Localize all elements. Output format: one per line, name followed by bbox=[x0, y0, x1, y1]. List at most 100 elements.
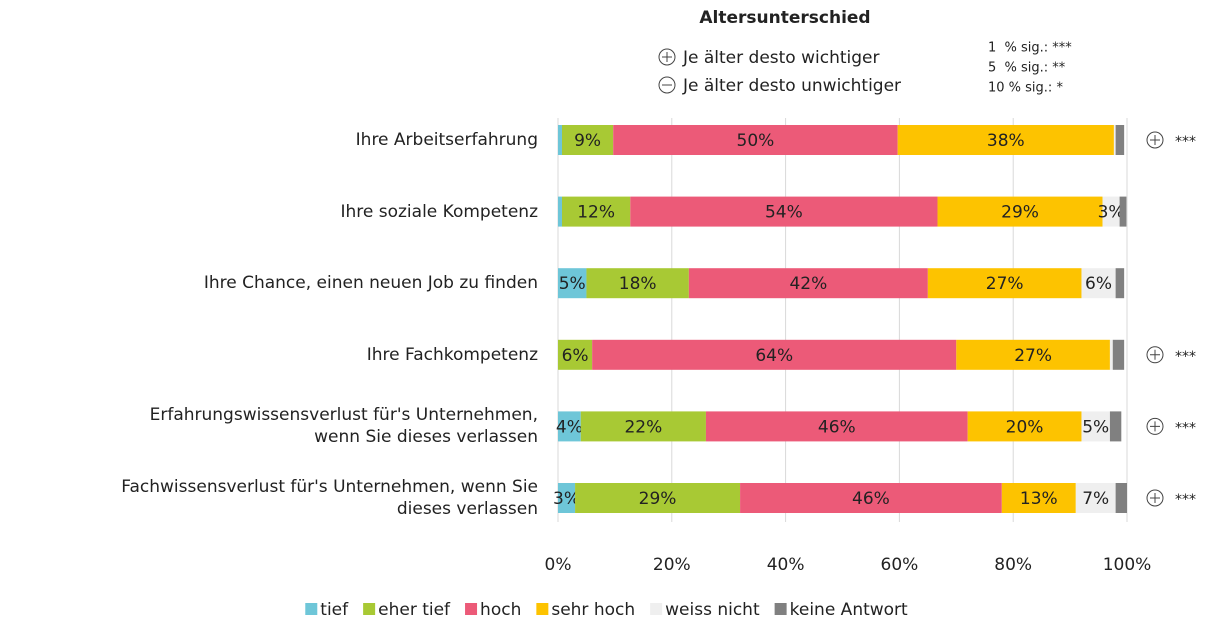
plus-legend: Je älter desto wichtiger bbox=[682, 48, 880, 68]
bar-segment bbox=[1112, 339, 1125, 370]
x-tick-label: 60% bbox=[881, 555, 919, 575]
bar-segment bbox=[558, 196, 562, 227]
bar-segment bbox=[558, 268, 587, 299]
significance-note: 1 % sig.: *** bbox=[988, 41, 1072, 56]
category-label: Erfahrungswissensverlust für's Unternehm… bbox=[149, 405, 538, 448]
value-label: 6% bbox=[1085, 274, 1112, 294]
minus-legend: Je älter desto unwichtiger bbox=[682, 76, 901, 96]
value-label: 27% bbox=[1014, 346, 1052, 366]
bar-segment bbox=[1075, 483, 1116, 513]
bar-segment bbox=[1001, 483, 1076, 513]
legend-label: weiss nicht bbox=[665, 600, 760, 620]
bar-segment bbox=[705, 411, 968, 442]
value-label: 9% bbox=[574, 131, 601, 151]
legend-swatch bbox=[774, 603, 787, 615]
x-tick-label: 0% bbox=[545, 555, 572, 575]
bar-segment bbox=[967, 411, 1082, 442]
bar-segment bbox=[575, 483, 741, 513]
value-label: 29% bbox=[639, 489, 677, 509]
bar-segment bbox=[558, 339, 593, 370]
legend-swatch bbox=[363, 603, 376, 615]
bar-segment bbox=[937, 196, 1103, 227]
legend-label: hoch bbox=[480, 600, 521, 620]
x-tick-label: 100% bbox=[1103, 555, 1152, 575]
bar-segment bbox=[1109, 339, 1113, 370]
plus-icon bbox=[1146, 131, 1164, 149]
bar-segment bbox=[558, 483, 576, 513]
bar-segment bbox=[1109, 411, 1122, 442]
bar-segment bbox=[561, 196, 631, 227]
bar-segment bbox=[927, 268, 1082, 299]
legend-label: tief bbox=[320, 600, 349, 620]
bar-segment bbox=[1081, 411, 1110, 442]
value-label: 27% bbox=[986, 274, 1024, 294]
bar-segment bbox=[1115, 268, 1125, 299]
plus-icon bbox=[1150, 349, 1160, 360]
value-label: 54% bbox=[765, 203, 803, 223]
value-label: 38% bbox=[987, 131, 1025, 151]
legend-label: keine Antwort bbox=[790, 600, 908, 620]
legend-label: sehr hoch bbox=[551, 600, 635, 620]
bar-segment bbox=[956, 339, 1110, 370]
legend-swatch bbox=[650, 603, 663, 615]
value-label: 18% bbox=[619, 274, 657, 294]
value-label: 29% bbox=[1001, 203, 1039, 223]
bar-segment bbox=[1102, 196, 1120, 227]
bar-segment bbox=[740, 483, 1002, 513]
value-label: 64% bbox=[755, 346, 793, 366]
plus-icon bbox=[658, 48, 676, 66]
value-label: 5% bbox=[1082, 417, 1109, 437]
significance-stars: *** bbox=[1175, 492, 1196, 508]
value-label: 20% bbox=[1006, 417, 1044, 437]
value-label: 50% bbox=[737, 131, 775, 151]
bar-segment bbox=[1115, 483, 1127, 513]
bar-segment bbox=[897, 125, 1114, 155]
value-label: 46% bbox=[818, 417, 856, 437]
legend-swatch bbox=[465, 603, 478, 615]
bar-segment bbox=[1113, 125, 1116, 155]
significance-note: 5 % sig.: ** bbox=[988, 61, 1066, 76]
category-label: Ihre Chance, einen neuen Job zu finden bbox=[203, 273, 538, 294]
significance-stars: *** bbox=[1175, 420, 1196, 436]
value-label: 4% bbox=[556, 417, 583, 437]
significance-note: 10 % sig.: * bbox=[988, 81, 1063, 96]
x-tick-label: 80% bbox=[994, 555, 1032, 575]
significance-stars: *** bbox=[1175, 349, 1196, 365]
plus-icon bbox=[662, 52, 672, 62]
value-label: 6% bbox=[562, 346, 589, 366]
value-label: 12% bbox=[577, 203, 615, 223]
bar-segment bbox=[586, 268, 689, 299]
value-label: 7% bbox=[1082, 489, 1109, 509]
category-label: Ihre soziale Kompetenz bbox=[340, 201, 538, 222]
value-label: 13% bbox=[1020, 489, 1058, 509]
category-label: Ihre Fachkompetenz bbox=[366, 344, 538, 365]
bar-segment bbox=[688, 268, 928, 299]
value-label: 22% bbox=[624, 417, 662, 437]
significance-stars: *** bbox=[1175, 134, 1196, 150]
plus-icon bbox=[1146, 417, 1164, 435]
minus-icon bbox=[658, 76, 676, 94]
bar-segment bbox=[1115, 125, 1125, 155]
value-label: 3% bbox=[553, 489, 580, 509]
bar-segment bbox=[1119, 196, 1127, 227]
plus-icon bbox=[1150, 421, 1160, 432]
bar-segment bbox=[558, 411, 581, 442]
legend-swatch bbox=[305, 603, 318, 615]
legend-label: eher tief bbox=[378, 600, 451, 620]
plus-icon bbox=[1146, 489, 1164, 507]
plus-icon bbox=[1146, 346, 1164, 364]
value-label: 5% bbox=[559, 274, 586, 294]
value-label: 46% bbox=[852, 489, 890, 509]
category-label: Fachwissensverlust für's Unternehmen, we… bbox=[121, 477, 538, 519]
legend-swatch bbox=[536, 603, 549, 615]
bar-segment bbox=[558, 125, 562, 155]
value-label: 42% bbox=[789, 274, 827, 294]
plus-icon bbox=[1150, 135, 1160, 145]
bar-segment bbox=[1081, 268, 1116, 299]
chart-title: Altersunterschied bbox=[699, 8, 870, 28]
bar-segment bbox=[613, 125, 898, 155]
x-tick-label: 40% bbox=[767, 555, 805, 575]
value-label: 3% bbox=[1098, 203, 1125, 223]
